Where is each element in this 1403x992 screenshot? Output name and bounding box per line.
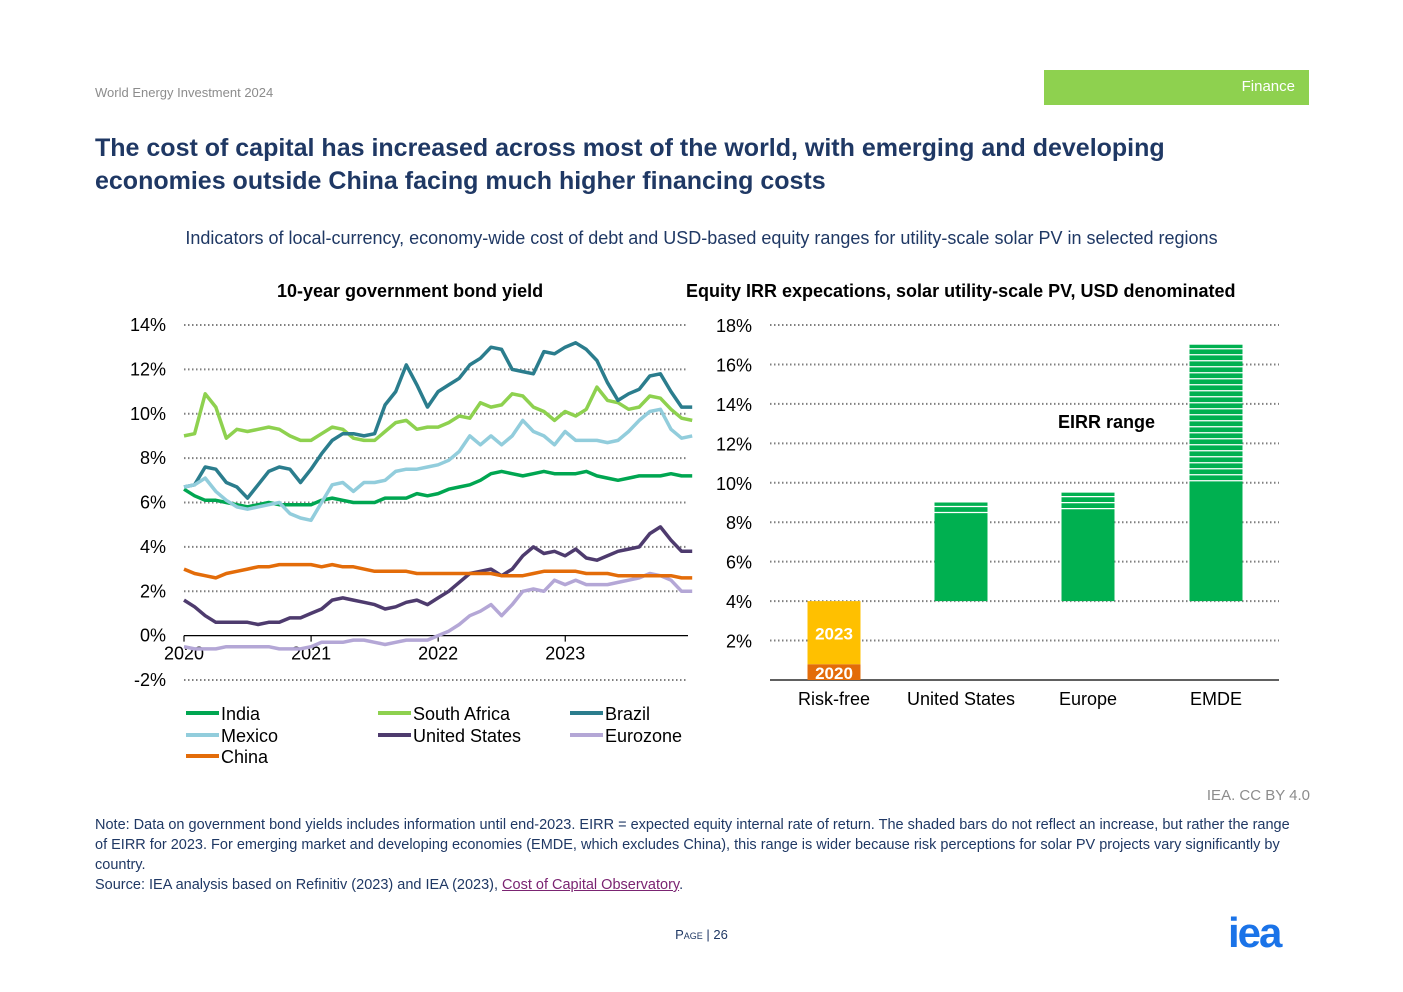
legend-label: United States (413, 726, 521, 746)
page-label: Page (675, 927, 703, 942)
series-line-south-africa (183, 385, 693, 443)
eirr-range-bar (934, 502, 988, 602)
series-line-mexico (183, 407, 693, 523)
y-tick-label: 2% (726, 632, 752, 652)
eirr-bar-chart: 2% 4% 6% 8% 10% 12% 14% 16% 18% 2020 2023 Risk-free… (716, 316, 1279, 709)
y-tick-label: 6% (726, 553, 752, 573)
y-tick-label: 8% (726, 513, 752, 533)
figure-source: Source: IEA analysis based on Refinitiv … (95, 877, 683, 893)
source-text: Source: IEA analysis based on Refinitiv … (95, 877, 503, 893)
bar-chart-title: Equity IRR expecations, solar utility-sc… (686, 281, 1236, 301)
figure-subtitle: Indicators of local-currency, economy-wi… (185, 228, 1218, 248)
publication-name: World Energy Investment 2024 (95, 85, 274, 100)
series-line-united-states (183, 525, 693, 627)
y-tick-label: 14% (130, 315, 166, 335)
x-category-label: EMDE (1190, 689, 1242, 709)
series-line-india (183, 469, 693, 509)
source-link[interactable]: Cost of Capital Observatory (502, 877, 680, 893)
bar-segment-2020 (807, 664, 861, 680)
series-line-brazil (183, 341, 693, 500)
y-tick-label: 0% (140, 626, 166, 646)
series-line-china (183, 562, 693, 580)
x-category-label: Risk-free (798, 689, 870, 709)
y-tick-label: 8% (140, 448, 166, 468)
y-tick-label: -2% (134, 670, 166, 690)
bar-segment-2023 (807, 601, 861, 665)
eirr-range-annotation: EIRR range (1058, 412, 1155, 432)
y-tick-label: 10% (130, 404, 166, 424)
page-number: Page | 26 (0, 927, 1403, 942)
y-tick-label: 14% (716, 395, 752, 415)
legend-label: China (221, 747, 269, 767)
figure-note: Note: Data on government bond yields inc… (95, 817, 1290, 873)
y-tick-label: 12% (716, 434, 752, 454)
y-tick-label: 2% (140, 581, 166, 601)
bar-segment-label: 2020 (815, 664, 853, 683)
section-tag: Finance (1044, 70, 1309, 105)
page-number-value: 26 (713, 927, 728, 942)
x-tick-label: 2023 (545, 644, 585, 664)
x-category-label: United States (907, 689, 1015, 709)
line-chart-title: 10-year government bond yield (277, 281, 544, 301)
x-category-label: Europe (1059, 689, 1117, 709)
eirr-range-bar (1189, 344, 1243, 602)
bar-segment-label: 2023 (815, 625, 853, 644)
y-tick-label: 4% (726, 592, 752, 612)
legend-label: India (221, 704, 261, 724)
page-separator: | (706, 927, 710, 942)
y-tick-label: 12% (130, 359, 166, 379)
license-credit: IEA. CC BY 4.0 (1206, 787, 1310, 804)
legend-label: Eurozone (605, 726, 682, 746)
x-tick-label: 2022 (418, 644, 458, 664)
y-tick-label: 10% (716, 474, 752, 494)
bond-yield-line-chart: -2%0%2%4%6%8%10%12%14%2020 2021 2022 2023In… (130, 315, 693, 767)
y-tick-label: 16% (716, 355, 752, 375)
legend-label: Mexico (221, 726, 278, 746)
series-line-eurozone (183, 571, 693, 651)
page-title: The cost of capital has increased across… (95, 134, 1165, 195)
y-tick-label: 4% (140, 537, 166, 557)
source-suffix: . (679, 877, 684, 893)
iea-logo: iea (1228, 909, 1282, 956)
legend-label: South Africa (413, 704, 511, 724)
eirr-range-bar (1061, 492, 1115, 602)
legend-label: Brazil (605, 704, 650, 724)
y-tick-label: 18% (716, 316, 752, 336)
y-tick-label: 6% (140, 493, 166, 513)
